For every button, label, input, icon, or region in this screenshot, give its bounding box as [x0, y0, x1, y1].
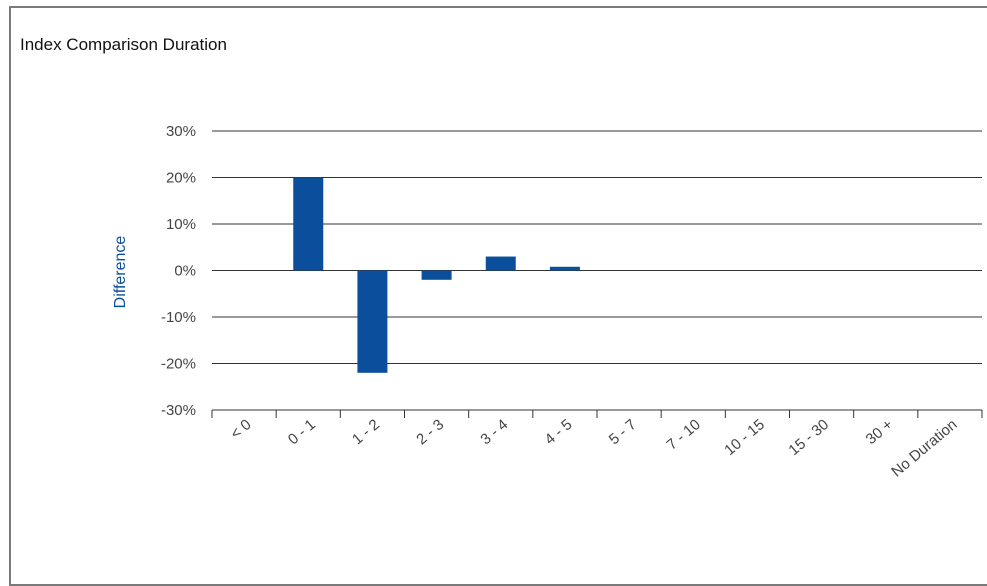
y-tick-label: 0% [174, 263, 196, 280]
bar-0-1 [293, 177, 324, 271]
y-tick-label: -30% [161, 402, 196, 419]
x-tick-label: 5 - 7 [606, 416, 640, 448]
x-tick-label: 3 - 4 [477, 416, 511, 448]
y-tick-label: 30% [166, 123, 196, 140]
x-tick-label: < 0 [227, 416, 254, 443]
y-tick-label: -20% [161, 356, 196, 373]
bar-4-5 [549, 266, 580, 271]
chart-frame [9, 6, 987, 586]
chart-title: Index Comparison Duration [20, 35, 227, 54]
y-tick-label: -10% [161, 309, 196, 326]
x-tick-label: 10 - 15 [721, 416, 768, 459]
bar-2-3 [421, 270, 452, 280]
x-tick-label: 0 - 1 [285, 416, 319, 448]
y-tick-label: 10% [166, 216, 196, 233]
bar-1-2 [357, 270, 388, 373]
x-tick-label: 2 - 3 [413, 416, 447, 448]
x-tick-label: 15 - 30 [785, 416, 832, 459]
bar-chart: 30% 20% 10% 0% -10% -20% -30% < 0 0 - 1 1 - 2 2 -… [112, 123, 983, 481]
x-tick-label: 4 - 5 [542, 416, 576, 448]
bar-3-4 [485, 256, 516, 271]
x-tick-label: 1 - 2 [349, 416, 383, 448]
y-axis-label: Difference [112, 236, 129, 309]
y-tick-label: 20% [166, 170, 196, 187]
x-tick-label: 7 - 10 [664, 416, 704, 454]
x-tick-label: No Duration [888, 416, 960, 480]
x-tick-label: 30 + [863, 416, 897, 448]
